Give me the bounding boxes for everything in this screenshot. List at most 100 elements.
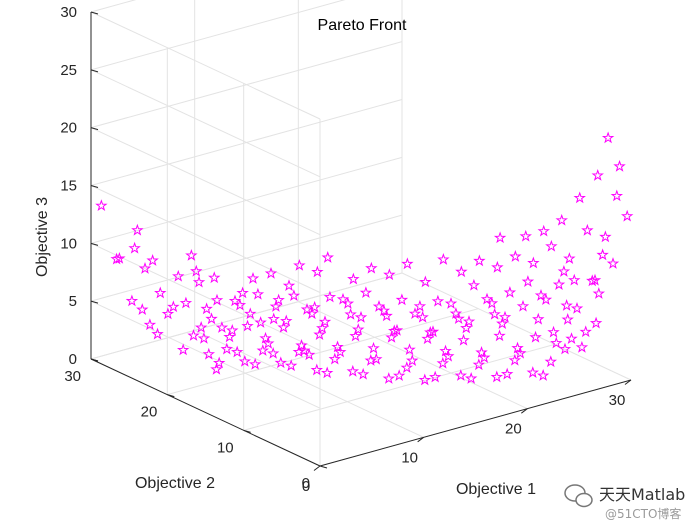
data-point	[575, 340, 589, 353]
data-point	[95, 199, 108, 212]
data-point	[529, 330, 542, 343]
z-tick-mark	[90, 185, 99, 188]
data-point	[331, 340, 344, 353]
z-tick-label: 0	[69, 351, 77, 368]
floor-grid-line	[401, 272, 632, 381]
data-point	[300, 303, 314, 315]
data-point	[248, 357, 262, 370]
data-point	[480, 292, 494, 305]
data-point	[318, 315, 332, 328]
data-point	[428, 370, 442, 383]
x-tick-label: 20	[505, 421, 522, 438]
data-point	[516, 299, 530, 312]
data-point	[437, 253, 450, 265]
data-point	[323, 290, 337, 303]
data-point	[161, 307, 175, 320]
data-point	[599, 230, 612, 243]
data-point	[154, 286, 167, 299]
data-point	[228, 294, 242, 307]
side-wall-grid-line	[90, 300, 321, 409]
data-point	[151, 327, 164, 340]
data-point	[176, 343, 190, 356]
data-point	[421, 332, 434, 345]
data-point	[490, 370, 504, 383]
data-point	[356, 367, 370, 380]
data-point	[310, 363, 324, 376]
floor-grid-line	[167, 308, 479, 396]
data-point	[370, 352, 383, 365]
data-point	[377, 304, 391, 317]
data-point	[382, 372, 396, 384]
data-point	[457, 333, 470, 346]
data-point	[354, 310, 368, 323]
x-tick-label: 10	[401, 449, 418, 466]
z-tick-label: 15	[60, 178, 77, 195]
data-point	[364, 354, 378, 366]
data-point	[233, 298, 247, 311]
floor-grid-line	[194, 329, 424, 438]
data-point	[573, 191, 586, 204]
x-tick-label: 30	[609, 392, 626, 409]
data-point	[367, 341, 380, 354]
data-point	[262, 336, 275, 349]
data-point	[498, 310, 512, 323]
data-point	[202, 347, 216, 360]
side-wall-grid-line	[90, 11, 321, 120]
data-point	[503, 286, 517, 298]
data-point	[403, 343, 416, 356]
data-point	[264, 266, 278, 279]
data-point	[521, 275, 535, 287]
y-axis-label: Objective 2	[135, 475, 215, 492]
data-point	[460, 321, 473, 334]
data-point	[192, 275, 206, 288]
x-tick-mark	[313, 465, 321, 471]
z-tick-label: 30	[60, 4, 77, 21]
floor-grid-line	[243, 343, 555, 431]
data-point	[534, 289, 548, 301]
data-point	[560, 299, 573, 311]
data-point	[406, 354, 419, 366]
data-point	[346, 364, 360, 377]
data-point	[570, 301, 584, 314]
wechat-icon	[564, 484, 593, 508]
data-point	[596, 248, 609, 261]
data-point	[223, 330, 236, 343]
data-point	[167, 300, 180, 313]
data-point	[462, 315, 476, 327]
side-wall-grid-line	[90, 185, 321, 293]
data-point	[295, 339, 308, 351]
z-tick-mark	[90, 358, 99, 362]
data-point	[478, 351, 491, 363]
data-point	[500, 367, 514, 380]
data-point	[305, 307, 319, 320]
data-point	[444, 297, 458, 309]
data-point	[539, 293, 553, 306]
x-axis-label: Objective 1	[456, 481, 536, 498]
data-point	[280, 314, 293, 327]
data-point	[561, 313, 574, 325]
y-tick-label: 30	[64, 368, 81, 385]
data-point	[352, 323, 365, 335]
data-point	[146, 254, 159, 266]
data-point	[205, 312, 218, 325]
data-point	[136, 303, 149, 315]
data-point	[256, 344, 270, 356]
y-tick-label: 20	[141, 404, 158, 421]
data-point	[212, 356, 226, 369]
data-point	[254, 316, 267, 328]
side-wall-grid-line	[90, 242, 321, 351]
z-tick-mark	[90, 11, 99, 15]
data-point	[472, 358, 486, 371]
data-point	[311, 265, 324, 278]
data-point	[328, 352, 342, 365]
data-point	[565, 332, 578, 344]
watermark: 天天Matlab @51CTO博客	[564, 484, 685, 521]
data-point	[527, 256, 540, 269]
data-point	[511, 341, 524, 354]
data-point	[401, 257, 414, 270]
data-point	[416, 310, 429, 323]
data-point	[298, 344, 311, 356]
data-point	[491, 260, 504, 273]
data-point	[537, 224, 550, 237]
